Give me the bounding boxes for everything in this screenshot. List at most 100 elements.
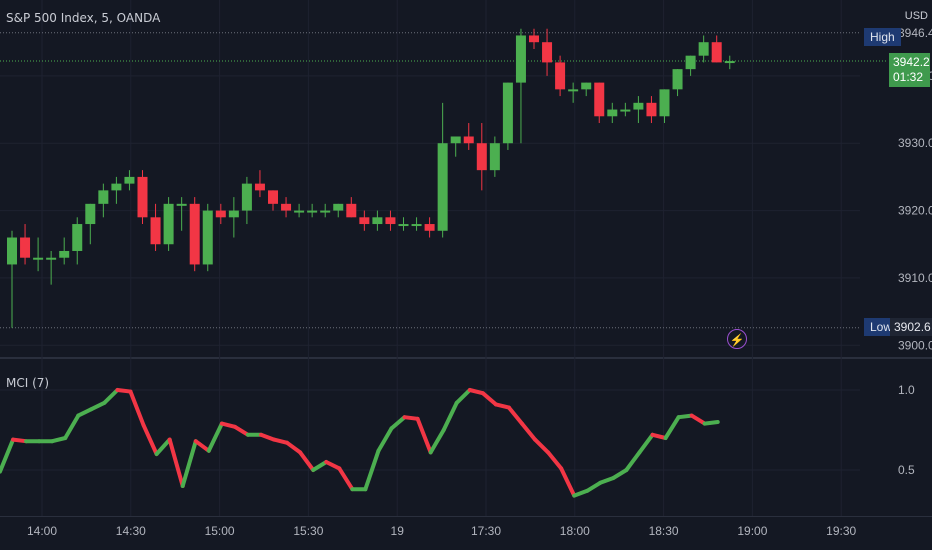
indicator-tick-label: 1.0 bbox=[898, 383, 915, 397]
candle-body bbox=[555, 62, 566, 90]
price-tick-label: 3930.0 bbox=[898, 136, 932, 150]
candle-body bbox=[385, 217, 396, 225]
candle-body bbox=[228, 210, 239, 218]
candle-body bbox=[711, 42, 722, 63]
candle-body bbox=[189, 203, 200, 265]
candle-body bbox=[59, 250, 70, 258]
symbol-title[interactable]: S&P 500 Index, 5, OANDA bbox=[6, 11, 161, 25]
mci-segment bbox=[154, 437, 172, 456]
mci-segment bbox=[219, 421, 237, 429]
mci-segment bbox=[480, 391, 498, 407]
mci-segment bbox=[493, 402, 511, 410]
time-tick-label: 19:30 bbox=[826, 524, 856, 538]
candle-body bbox=[359, 217, 370, 225]
candle-body bbox=[111, 183, 122, 191]
candle-body bbox=[20, 237, 31, 258]
candle-body bbox=[542, 42, 553, 63]
candle-body bbox=[215, 210, 226, 218]
grid-lines bbox=[0, 0, 932, 516]
candle-body bbox=[320, 210, 331, 213]
candle-body bbox=[85, 203, 96, 225]
time-axis-divider bbox=[0, 516, 932, 517]
mci-segment bbox=[193, 439, 211, 453]
indicator-axis-ticks: 1.0 0.5 bbox=[898, 383, 915, 477]
mci-segment bbox=[533, 437, 551, 455]
candle-body bbox=[98, 190, 109, 204]
candle-body bbox=[294, 210, 305, 213]
mci-segment bbox=[454, 388, 472, 405]
time-tick-label: 17:30 bbox=[471, 524, 501, 538]
time-tick-label: 18:00 bbox=[560, 524, 590, 538]
price-tick-label: 3920.0 bbox=[898, 204, 932, 218]
candle-body bbox=[659, 89, 670, 117]
low-value: 3902.6 bbox=[890, 318, 932, 336]
time-tick-label: 14:30 bbox=[116, 524, 146, 538]
mci-segment bbox=[676, 413, 694, 420]
mci-segment bbox=[180, 439, 198, 488]
mci-segment bbox=[272, 437, 290, 445]
candle-body bbox=[254, 183, 265, 191]
mci-segment bbox=[624, 450, 642, 472]
candle-body bbox=[646, 102, 657, 117]
mci-segment bbox=[115, 388, 133, 394]
mci-segment bbox=[324, 460, 342, 471]
mci-segment bbox=[506, 405, 524, 426]
candle-body bbox=[307, 210, 318, 213]
candle-body bbox=[568, 89, 579, 92]
candle-body bbox=[241, 183, 252, 211]
indicator-tick-label: 0.5 bbox=[898, 463, 915, 477]
mci-segment bbox=[585, 480, 603, 493]
last-price: 3942.2 bbox=[893, 55, 930, 69]
mci-segment bbox=[50, 436, 68, 444]
mci-segment bbox=[285, 440, 303, 455]
mci-segment bbox=[428, 428, 446, 455]
mci-segment bbox=[689, 413, 707, 426]
candle-body bbox=[163, 203, 174, 245]
low-tag: Low bbox=[864, 318, 899, 336]
candle-body bbox=[398, 224, 409, 227]
lightning-bolt-icon[interactable]: ⚡ bbox=[727, 329, 747, 349]
high-tag: High bbox=[864, 28, 901, 46]
time-tick-label: 19 bbox=[391, 524, 405, 538]
mci-segment bbox=[102, 388, 120, 405]
candle-body bbox=[450, 136, 461, 144]
mci-segment bbox=[598, 476, 616, 485]
mci-segment bbox=[141, 423, 159, 456]
indicator-label[interactable]: MCI (7) bbox=[6, 376, 50, 390]
countdown: 01:32 bbox=[893, 70, 924, 84]
mci-segment bbox=[415, 416, 433, 455]
candle-body bbox=[137, 176, 148, 218]
mci-segment bbox=[520, 421, 538, 442]
mci-segment bbox=[232, 424, 250, 437]
mci-segment bbox=[11, 437, 29, 444]
candle-body bbox=[124, 176, 135, 184]
mci-segment bbox=[546, 450, 564, 471]
candle-body bbox=[372, 217, 383, 225]
mci-segment bbox=[259, 432, 277, 442]
candle-body bbox=[476, 143, 487, 171]
mci-segment bbox=[572, 488, 590, 498]
currency-label: USD bbox=[904, 10, 928, 22]
time-tick-label: 15:00 bbox=[205, 524, 235, 538]
mci-segment bbox=[611, 468, 629, 480]
candle-body bbox=[529, 35, 539, 43]
mci-segment bbox=[89, 400, 107, 412]
candle-body bbox=[502, 82, 513, 144]
mci-segment bbox=[637, 432, 655, 455]
candle-body bbox=[607, 109, 618, 117]
candle-body bbox=[46, 257, 57, 260]
mci-segment bbox=[402, 415, 420, 421]
mci-segment bbox=[363, 448, 381, 492]
mci-segment bbox=[128, 389, 146, 428]
candle-body bbox=[698, 42, 709, 56]
mci-segment bbox=[167, 437, 185, 488]
candle-body bbox=[515, 35, 526, 83]
candle-body bbox=[150, 217, 161, 245]
mci-segment bbox=[441, 400, 459, 432]
candle-body bbox=[424, 224, 435, 231]
mci-segment bbox=[650, 432, 668, 440]
candle-body bbox=[437, 143, 448, 231]
candle-body bbox=[594, 82, 605, 117]
candle-body bbox=[724, 61, 735, 64]
